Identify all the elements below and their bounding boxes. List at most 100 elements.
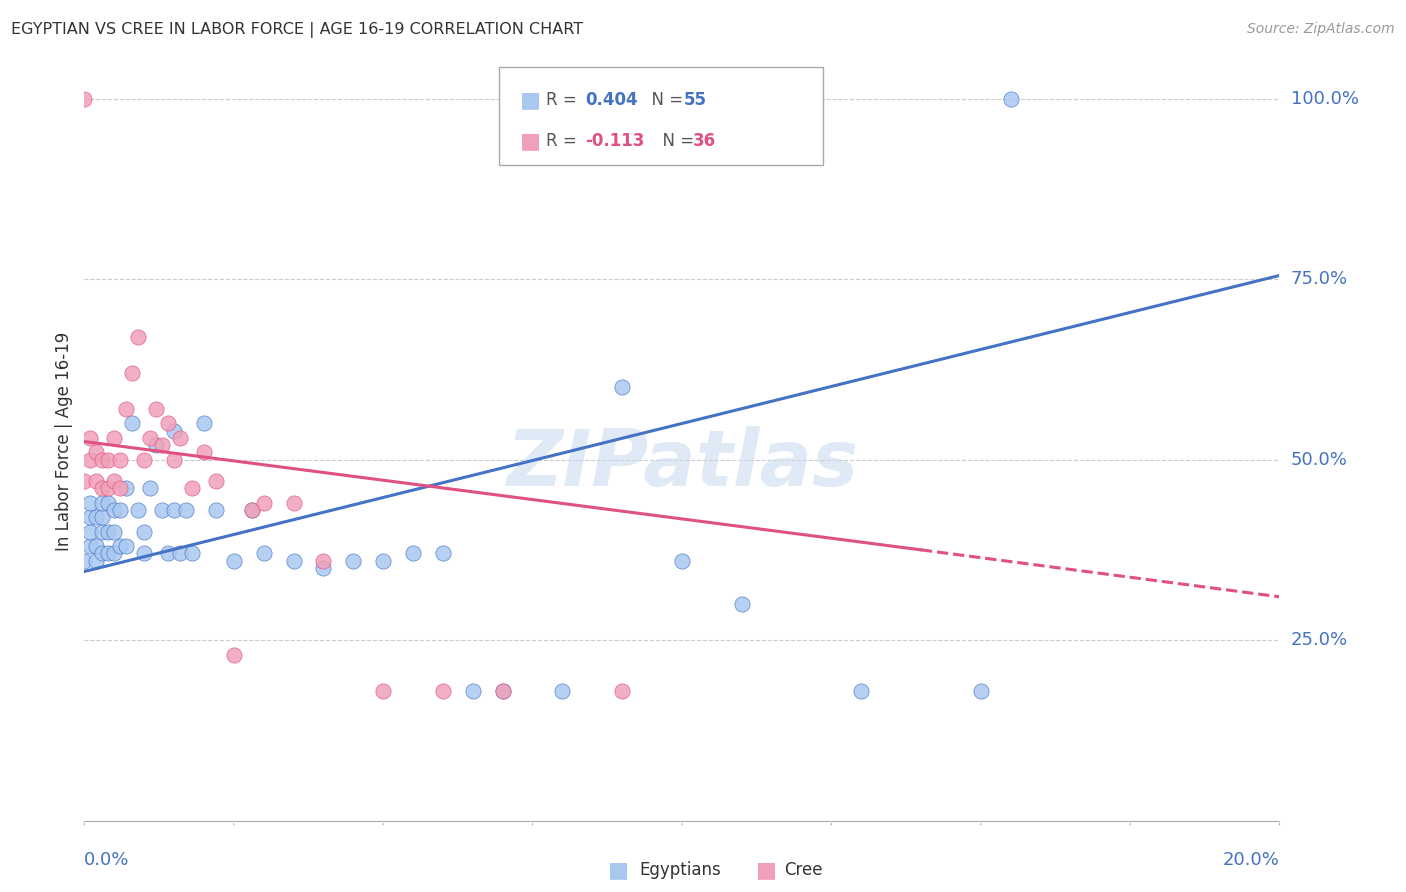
Point: [253, 546, 276, 560]
Point: [283, 496, 305, 510]
Text: N =: N =: [652, 132, 700, 150]
Point: [181, 546, 204, 560]
Point: [157, 546, 180, 560]
Point: [150, 503, 173, 517]
Point: [145, 438, 167, 452]
Point: [103, 524, 125, 539]
Text: Source: ZipAtlas.com: Source: ZipAtlas.com: [1247, 22, 1395, 37]
Text: 20.0%: 20.0%: [1223, 851, 1279, 869]
Point: [169, 546, 191, 560]
Point: [79, 452, 101, 467]
Point: [91, 546, 114, 560]
Text: EGYPTIAN VS CREE IN LABOR FORCE | AGE 16-19 CORRELATION CHART: EGYPTIAN VS CREE IN LABOR FORCE | AGE 16…: [11, 22, 583, 38]
Point: [851, 683, 873, 698]
Point: [110, 503, 132, 517]
Point: [222, 648, 245, 662]
Point: [103, 503, 125, 517]
Point: [97, 452, 120, 467]
Point: [79, 524, 101, 539]
Point: [73, 475, 96, 489]
Point: [181, 482, 204, 496]
Point: [103, 431, 125, 445]
Point: [193, 417, 215, 431]
Point: [91, 510, 114, 524]
Point: [97, 496, 120, 510]
Point: [139, 482, 162, 496]
Point: [551, 683, 574, 698]
Point: [253, 496, 276, 510]
Text: ZIPatlas: ZIPatlas: [506, 426, 858, 502]
Point: [342, 554, 364, 568]
Point: [169, 431, 191, 445]
Point: [121, 366, 143, 380]
Text: 75.0%: 75.0%: [1291, 270, 1348, 288]
Point: [193, 445, 215, 459]
Point: [163, 424, 186, 438]
Point: [132, 524, 156, 539]
Point: [373, 683, 395, 698]
Point: [91, 452, 114, 467]
Point: [139, 431, 162, 445]
Point: [73, 91, 96, 105]
Point: [174, 503, 197, 517]
Text: 36: 36: [693, 132, 716, 150]
Point: [86, 539, 108, 553]
Point: [86, 445, 108, 459]
Point: [115, 482, 138, 496]
Point: [492, 683, 515, 698]
Text: 25.0%: 25.0%: [1291, 632, 1348, 649]
Text: ■: ■: [520, 131, 541, 151]
Point: [163, 503, 186, 517]
Text: ■: ■: [756, 860, 776, 880]
Point: [86, 510, 108, 524]
Point: [240, 503, 263, 517]
Point: [127, 330, 149, 344]
Text: 0.0%: 0.0%: [84, 851, 129, 869]
Point: [205, 503, 228, 517]
Point: [461, 683, 484, 698]
Point: [121, 417, 143, 431]
Text: R =: R =: [546, 91, 582, 109]
Point: [79, 431, 101, 445]
Point: [240, 503, 263, 517]
Point: [103, 475, 125, 489]
Point: [157, 417, 180, 431]
Text: R =: R =: [546, 132, 582, 150]
Point: [97, 524, 120, 539]
Point: [432, 546, 454, 560]
Point: [1000, 91, 1022, 105]
Point: [612, 380, 634, 394]
Point: [127, 503, 149, 517]
Point: [612, 683, 634, 698]
Point: [97, 482, 120, 496]
Point: [145, 402, 167, 417]
Point: [103, 546, 125, 560]
Point: [492, 683, 515, 698]
Point: [132, 546, 156, 560]
Point: [79, 539, 101, 553]
Text: -0.113: -0.113: [585, 132, 644, 150]
Point: [110, 482, 132, 496]
Point: [970, 683, 993, 698]
Point: [312, 561, 335, 575]
Point: [91, 482, 114, 496]
Point: [86, 554, 108, 568]
Point: [373, 554, 395, 568]
Point: [432, 683, 454, 698]
Point: [79, 496, 101, 510]
Point: [115, 539, 138, 553]
Text: 100.0%: 100.0%: [1291, 89, 1358, 108]
Point: [163, 452, 186, 467]
Point: [86, 475, 108, 489]
Point: [205, 475, 228, 489]
Point: [402, 546, 425, 560]
Text: Egyptians: Egyptians: [640, 861, 721, 879]
Point: [671, 554, 693, 568]
Point: [312, 554, 335, 568]
Point: [73, 554, 96, 568]
Point: [132, 452, 156, 467]
Point: [150, 438, 173, 452]
Point: [91, 496, 114, 510]
Y-axis label: In Labor Force | Age 16-19: In Labor Force | Age 16-19: [55, 332, 73, 551]
Point: [731, 597, 754, 611]
